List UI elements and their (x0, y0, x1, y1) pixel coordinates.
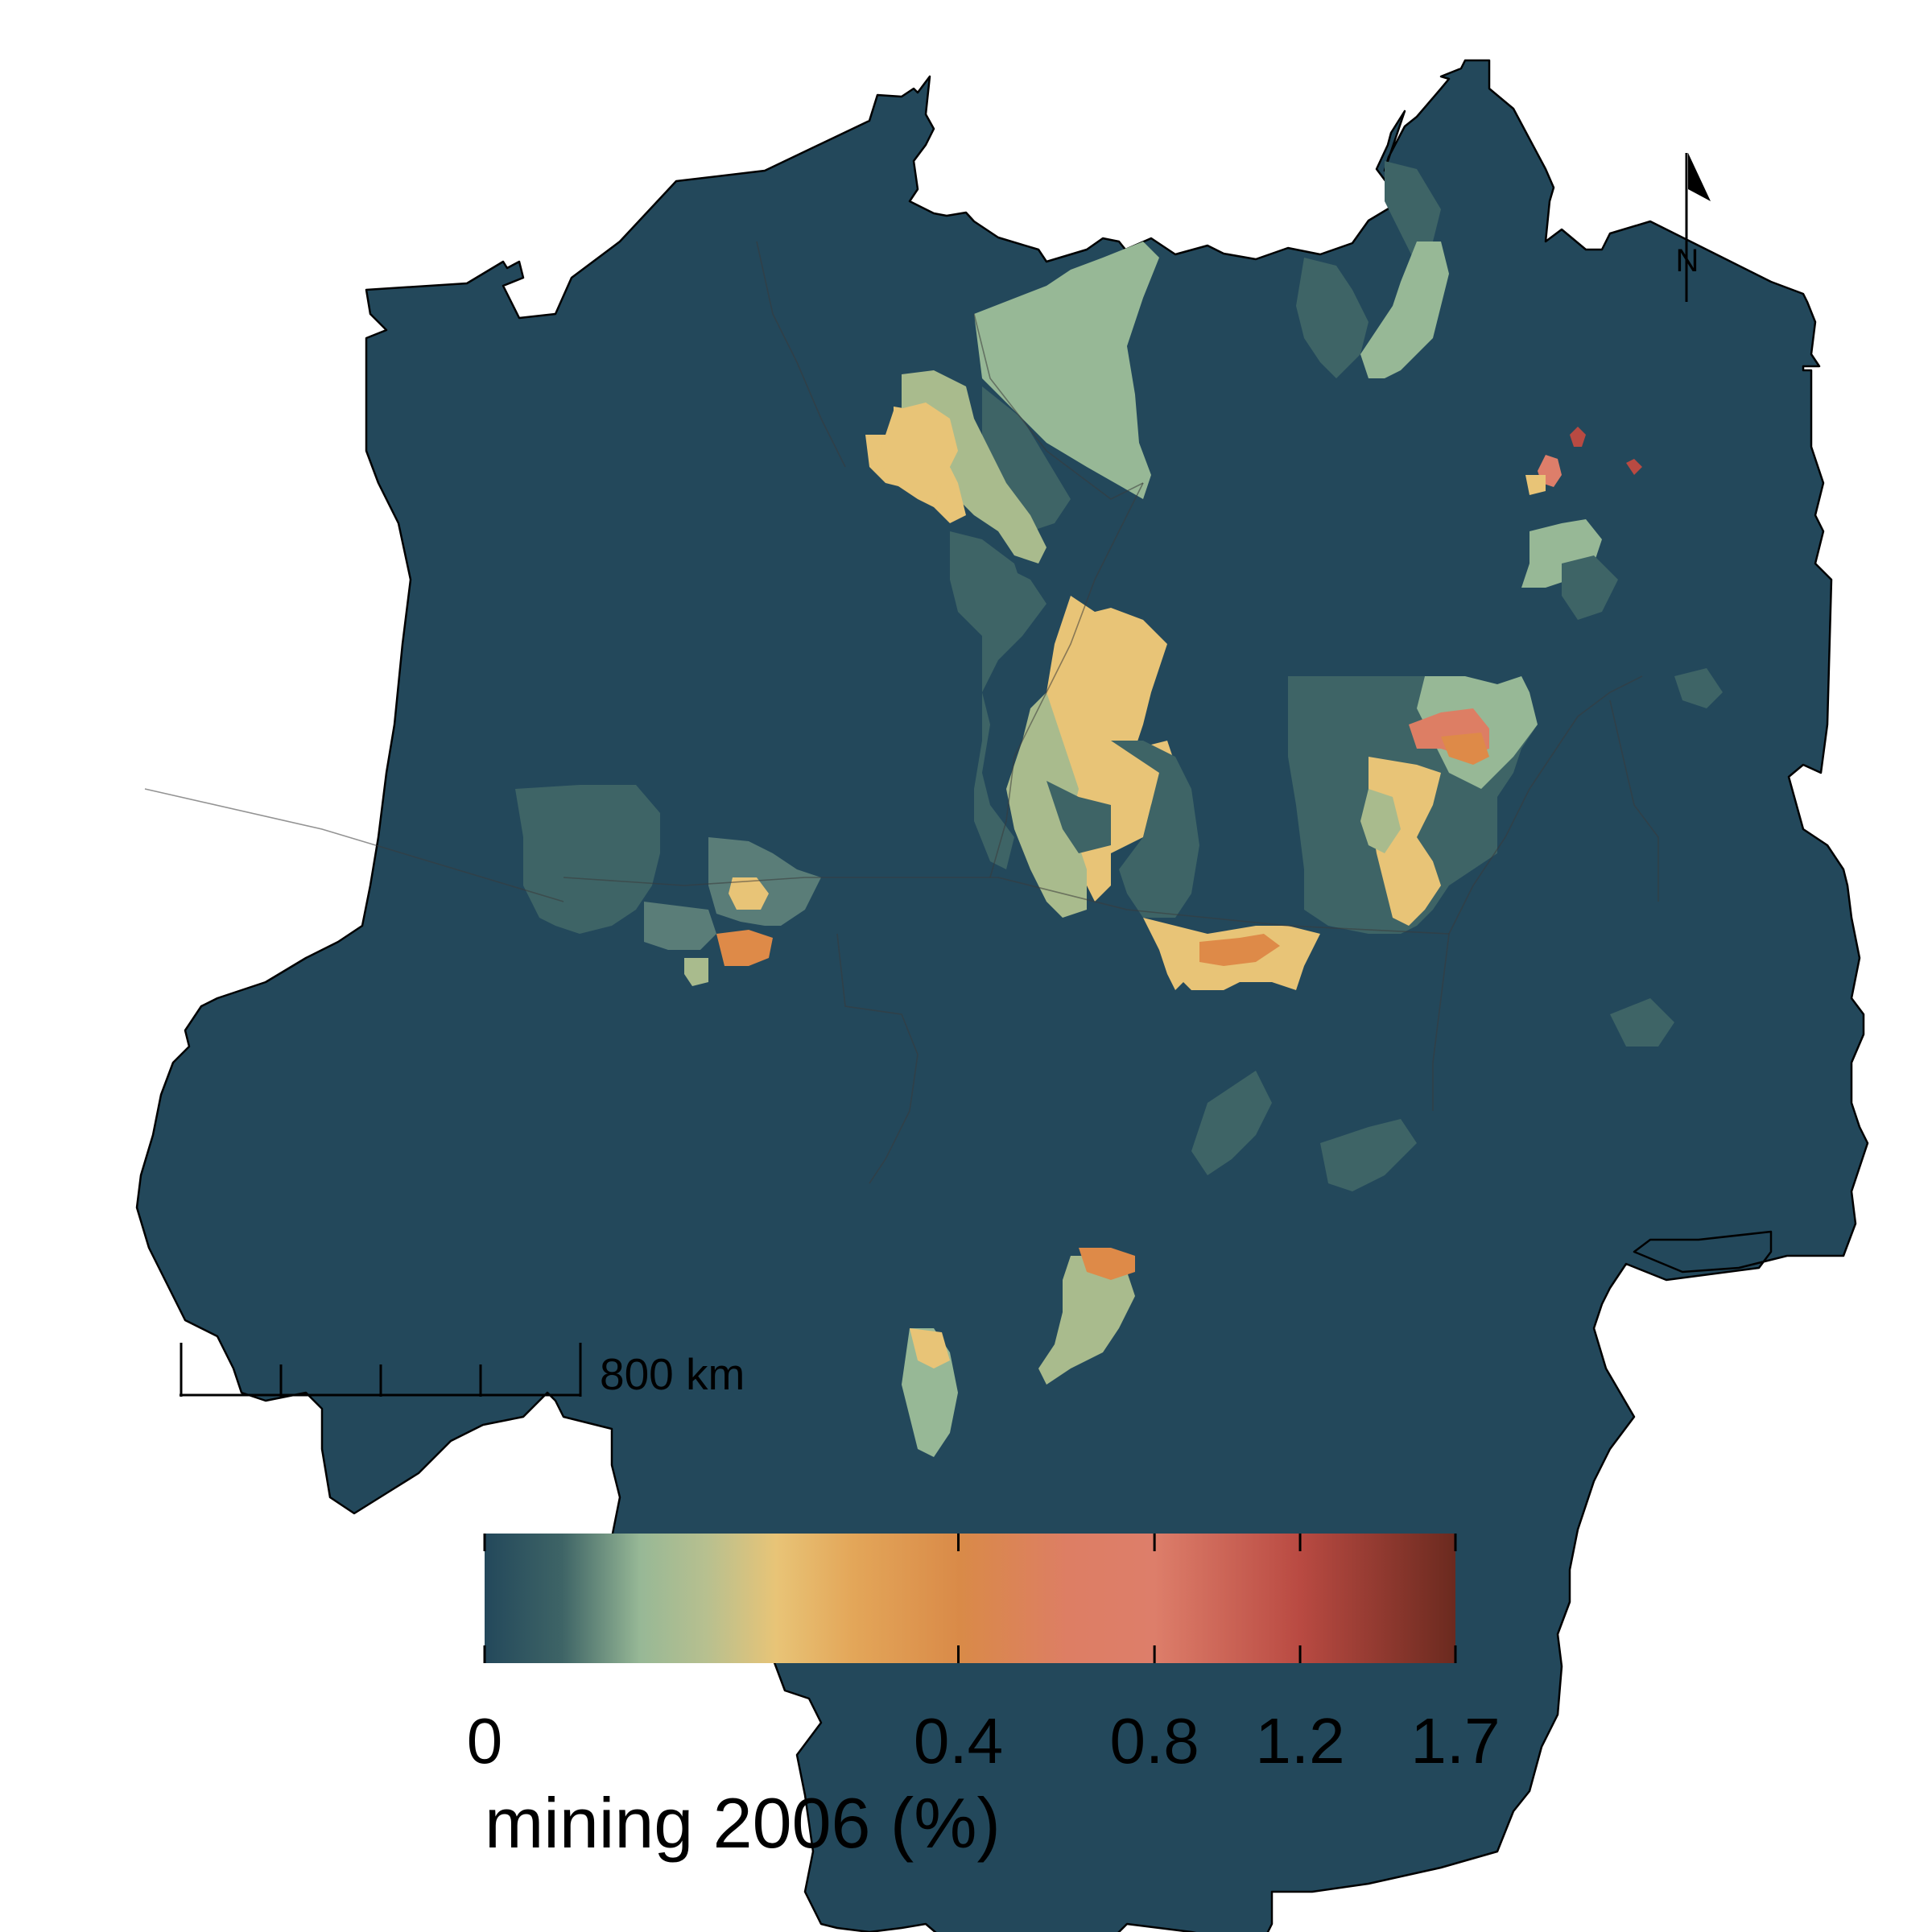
legend-colorbar (485, 1534, 1455, 1663)
districts (515, 161, 1723, 1457)
district-region (1079, 1248, 1135, 1280)
choropleth-map (135, 59, 1869, 1932)
district-region (716, 930, 773, 966)
north-arrow: N (1676, 153, 1711, 302)
district-region (1441, 733, 1489, 765)
district-region (1610, 998, 1674, 1046)
legend-tick-label: 1.7 (1410, 1705, 1500, 1777)
district-region (729, 877, 769, 910)
district-region (1525, 475, 1546, 495)
district-region (1674, 668, 1723, 708)
district-region (1320, 1119, 1417, 1191)
district-region (1191, 1071, 1272, 1175)
district-region (1199, 934, 1280, 966)
district-region (1296, 258, 1368, 378)
district-region (950, 531, 1022, 596)
legend-tick-label: 1.2 (1255, 1705, 1344, 1777)
district-region (1360, 789, 1401, 853)
scale-bar-label: 800 km (600, 1349, 745, 1399)
district-region (515, 785, 660, 934)
legend-ticks (483, 1534, 1457, 1663)
district-region (684, 958, 708, 986)
district-region (910, 1328, 950, 1368)
color-legend: 0 0.4 0.8 1.2 1.7 mining 2006 (%) (467, 1534, 1501, 1863)
district-region (1006, 692, 1087, 918)
district-region (1360, 242, 1449, 378)
district-region (1038, 1256, 1135, 1385)
district-region (877, 402, 958, 507)
legend-tick-label: 0.8 (1110, 1705, 1199, 1777)
legend-tick-label: 0.4 (914, 1705, 1003, 1777)
district-region (950, 547, 1046, 869)
district-region (1626, 459, 1642, 475)
state-borders (144, 241, 1659, 1184)
legend-tick-labels: 0 0.4 0.8 1.2 1.7 (467, 1705, 1501, 1777)
legend-title: mining 2006 (%) (485, 1783, 1001, 1863)
north-label: N (1676, 243, 1699, 279)
district-region (1562, 555, 1618, 620)
district-region (1385, 161, 1441, 266)
legend-tick-label: 0 (467, 1705, 503, 1777)
region-outline (135, 59, 1869, 1932)
district-region (644, 902, 716, 950)
district-region (1111, 741, 1199, 918)
scale-bar: 800 km (180, 1343, 745, 1399)
district-region (1046, 781, 1111, 853)
district-region (1570, 427, 1586, 447)
district-region (974, 242, 1159, 499)
